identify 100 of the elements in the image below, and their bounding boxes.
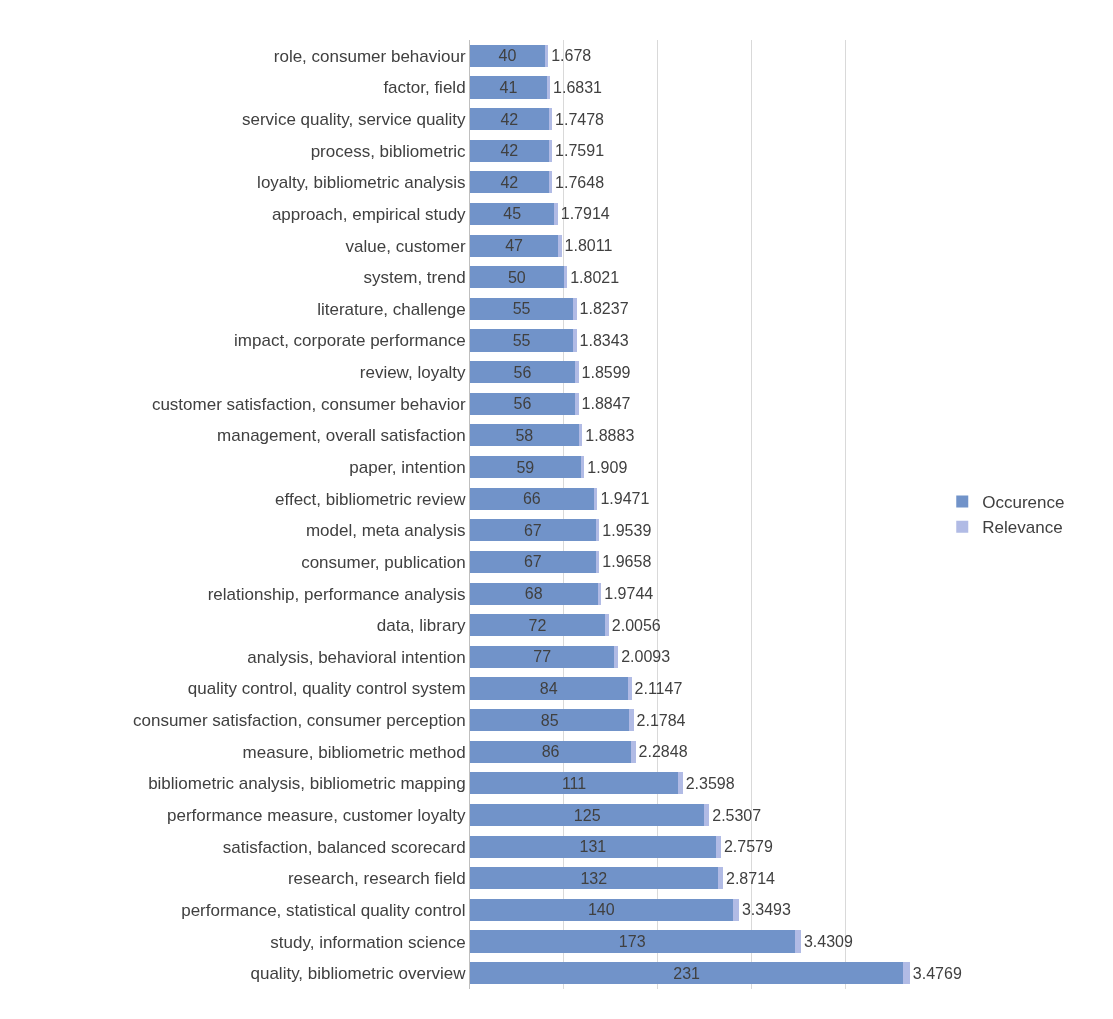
data-label: 1.8021 [570, 268, 620, 286]
bar [470, 392, 576, 415]
y-tick-label: performance measure, customer loyalty [167, 805, 467, 825]
y-tick-label: process, bibliometric [310, 141, 467, 161]
bar [732, 898, 739, 921]
bar [546, 76, 551, 99]
bar [629, 709, 634, 732]
bar [470, 455, 581, 479]
y-tick-label: performance, statistical quality control [181, 900, 466, 920]
bar [470, 424, 579, 447]
data-label: 1.9471 [600, 490, 650, 508]
bar [627, 677, 632, 700]
data-label: 1.8599 [581, 363, 631, 381]
y-tick-label: impact, corporate performance [234, 331, 466, 351]
data-label: 47 [505, 237, 524, 255]
bar [470, 930, 795, 953]
bar [470, 898, 733, 921]
data-label: 55 [512, 300, 531, 318]
data-label: 67 [523, 521, 542, 539]
bar [470, 266, 564, 289]
data-label: 42 [500, 110, 519, 128]
bar [470, 803, 705, 827]
data-label: 2.3598 [685, 774, 735, 792]
bar [470, 614, 606, 637]
bar [794, 930, 801, 953]
data-label: 1.9744 [604, 585, 654, 603]
data-label: 2.7579 [723, 838, 773, 856]
bar [470, 740, 632, 763]
bar [470, 645, 615, 668]
y-tick-label: review, loyalty [359, 363, 467, 383]
data-label: 86 [541, 743, 560, 761]
bar [573, 297, 577, 320]
bar [470, 108, 549, 131]
data-label: 42 [500, 173, 519, 191]
data-label: 1.7914 [560, 205, 610, 223]
bar [470, 519, 596, 542]
data-label: 1.8883 [585, 426, 635, 444]
data-label: 1.678 [551, 47, 592, 65]
data-label: 1.7591 [555, 142, 605, 160]
bar [717, 867, 723, 890]
bar [470, 329, 574, 352]
bar [470, 867, 718, 890]
bar [470, 171, 549, 194]
data-label: 1.909 [587, 458, 628, 476]
data-label: 56 [513, 395, 532, 413]
bar [575, 361, 579, 384]
data-label: 125 [573, 806, 601, 824]
data-label: 85 [540, 711, 559, 729]
y-tick-label: service quality, service quality [241, 110, 467, 130]
data-label: 67 [523, 553, 542, 571]
bar [470, 550, 596, 574]
y-tick-label: approach, empirical study [271, 204, 467, 224]
y-tick-label: system, trend [363, 268, 466, 288]
bar [558, 234, 562, 257]
data-label: 1.8847 [581, 395, 631, 413]
y-tick-label: consumer, publication [301, 552, 466, 572]
data-label: 3.4309 [803, 933, 853, 951]
y-tick-label: bibliometric analysis, bibliometric mapping [148, 774, 466, 794]
bar [575, 392, 579, 415]
y-tick-label: loyalty, bibliometric analysis [257, 173, 466, 193]
data-label: 59 [516, 458, 535, 476]
y-tick-label: model, meta analysis [305, 521, 466, 541]
y-tick-label: value, customer [345, 236, 466, 256]
bar [470, 582, 598, 605]
data-label: 1.7478 [555, 110, 605, 128]
y-tick-label: role, consumer behaviour [273, 46, 466, 66]
bar [548, 108, 553, 131]
data-label: 1.8237 [579, 300, 629, 318]
data-label: 56 [513, 363, 532, 381]
y-tick-label: research, research field [287, 869, 466, 889]
y-tick-label: data, library [376, 616, 467, 636]
bar [470, 677, 628, 700]
data-label: 2.1147 [634, 679, 683, 697]
data-label: 2.0056 [611, 616, 661, 634]
y-tick-label: customer satisfaction, consumer behavior [151, 394, 466, 414]
bar [470, 709, 630, 732]
data-label: 50 [507, 268, 526, 286]
data-label: 132 [580, 869, 608, 887]
bar [715, 835, 721, 858]
data-label: 3.3493 [741, 901, 791, 919]
data-label: 2.0093 [621, 648, 671, 666]
y-tick-label: literature, challenge [317, 299, 466, 319]
data-label: 84 [539, 679, 558, 697]
bar [470, 139, 549, 162]
bar [470, 297, 574, 320]
y-tick-label: relationship, performance analysis [207, 584, 466, 604]
bar [545, 44, 549, 67]
data-label: 1.8011 [564, 237, 613, 255]
data-label: 58 [515, 426, 534, 444]
data-label: 2.8714 [726, 869, 776, 887]
data-label: 66 [522, 490, 541, 508]
y-tick-label: study, information science [270, 932, 466, 952]
bar [470, 234, 559, 257]
data-label: 55 [512, 332, 531, 350]
y-tick-label: quality control, quality control system [187, 679, 466, 699]
y-tick-label: factor, field [383, 78, 466, 98]
bar [470, 772, 679, 795]
bar [554, 202, 558, 226]
legend-label: Relevance [982, 518, 1063, 538]
data-label: 131 [579, 838, 607, 856]
